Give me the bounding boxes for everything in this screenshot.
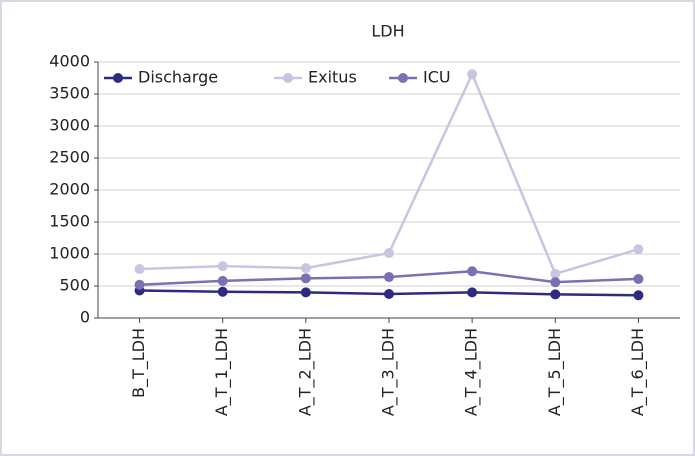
point xyxy=(467,69,478,80)
point xyxy=(217,286,228,297)
y-tick-label: 1000 xyxy=(49,244,90,263)
x-tick-label: A_T_2_LDH xyxy=(295,328,315,416)
point xyxy=(300,287,311,298)
point xyxy=(384,272,394,283)
point xyxy=(633,290,644,301)
y-tick-label: 500 xyxy=(59,276,90,295)
point xyxy=(300,263,311,274)
point xyxy=(633,273,644,284)
point xyxy=(300,273,311,284)
point xyxy=(134,279,145,290)
y-tick-label: 1500 xyxy=(49,212,90,231)
y-tick-label: 2500 xyxy=(49,148,90,167)
y-tick-label: 2000 xyxy=(49,180,90,199)
point xyxy=(550,277,561,288)
point xyxy=(467,287,478,298)
y-tick-label: 3000 xyxy=(49,116,90,135)
legend-marker xyxy=(283,73,293,83)
point xyxy=(384,248,394,259)
point xyxy=(633,244,644,255)
chart-title: LDH xyxy=(371,22,404,41)
point xyxy=(550,268,561,279)
x-tick-label: A_T_3_LDH xyxy=(379,328,399,416)
x-tick-label: B_T_LDH xyxy=(129,328,149,398)
x-tick-label: A_T_5_LDH xyxy=(545,328,565,416)
legend-label: Discharge xyxy=(138,68,218,87)
x-tick-label: A_T_6_LDH xyxy=(628,328,648,416)
y-tick-label: 4000 xyxy=(49,52,90,71)
point xyxy=(217,261,228,272)
legend-marker xyxy=(398,73,408,83)
y-tick-label: 0 xyxy=(80,308,90,327)
point xyxy=(134,264,145,275)
point xyxy=(467,266,478,277)
legend-label: Exitus xyxy=(308,68,357,87)
point xyxy=(384,289,394,299)
legend-marker xyxy=(113,73,123,83)
x-tick-label: A_T_1_LDH xyxy=(212,328,232,416)
x-tick-label: A_T_4_LDH xyxy=(462,328,482,416)
point xyxy=(217,275,228,286)
legend-label: ICU xyxy=(423,68,451,87)
point xyxy=(550,289,561,300)
y-tick-label: 3500 xyxy=(49,84,90,103)
